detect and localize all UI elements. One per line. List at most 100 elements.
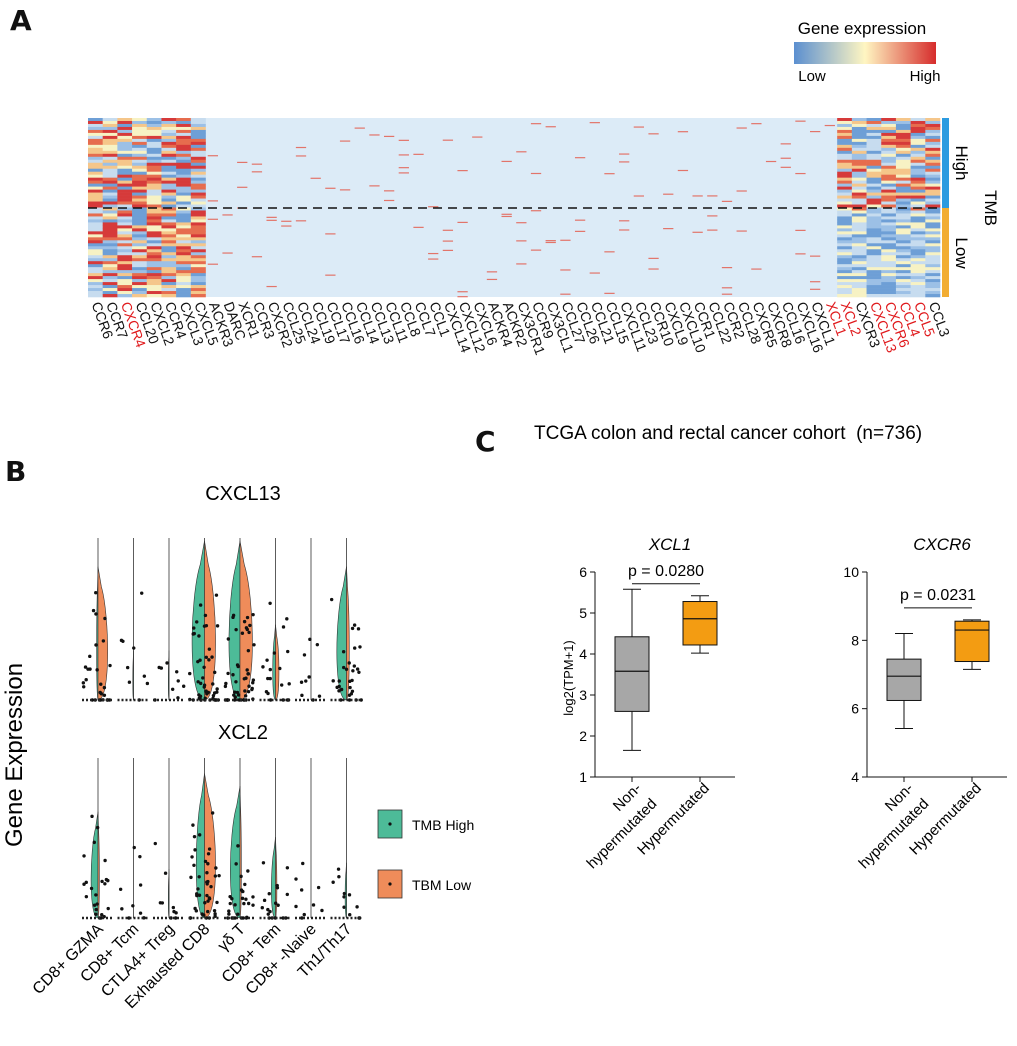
box-y-tick-label: 8 <box>851 632 859 648</box>
heatmap-cell <box>851 213 867 217</box>
heatmap-cell <box>560 269 571 271</box>
heatmap-cell <box>866 177 882 181</box>
violin-point <box>181 684 186 688</box>
heatmap-cell <box>925 201 941 205</box>
heatmap-cell <box>851 165 867 170</box>
violin-point <box>196 659 200 664</box>
heatmap-cell <box>88 147 103 152</box>
heatmap-cell <box>190 138 206 143</box>
heatmap-cell <box>837 264 853 268</box>
violin-half-tmb-low <box>239 540 253 701</box>
heatmap-cell <box>866 159 882 164</box>
heatmap-cell <box>176 234 192 238</box>
violin-point <box>94 893 98 897</box>
heatmap-cell <box>190 276 206 280</box>
heatmap-cell <box>190 234 206 238</box>
heatmap-cell <box>146 222 162 226</box>
heatmap-cell <box>837 171 853 175</box>
heatmap-cell <box>102 219 118 223</box>
heatmap-cell <box>88 219 103 223</box>
heatmap-cell <box>117 159 133 164</box>
heatmap-cell <box>837 213 853 217</box>
heatmap-cell <box>910 249 926 253</box>
heatmap-cell <box>190 129 206 134</box>
violin-point <box>355 905 359 909</box>
heatmap-cell <box>146 225 162 229</box>
box-category-label: Non-hypermutated <box>568 780 660 872</box>
violin-point <box>145 681 150 686</box>
heatmap-cell <box>176 120 192 125</box>
heatmap-cell <box>910 192 926 196</box>
violin-point <box>357 670 361 674</box>
heatmap-cell <box>102 141 118 146</box>
violin-point <box>302 912 306 917</box>
heatmap-cell <box>161 249 177 253</box>
heatmap-cell <box>88 261 103 265</box>
heatmap-cell <box>117 180 133 184</box>
violin-point <box>190 855 194 859</box>
violin-point <box>353 646 357 650</box>
heatmap-cell <box>117 177 133 181</box>
heatmap-cell <box>866 234 882 238</box>
violin-point <box>102 685 107 690</box>
heatmap-cell <box>851 255 867 259</box>
heatmap-cell <box>176 288 192 292</box>
heatmap-cell <box>251 256 263 258</box>
heatmap-cell <box>866 228 882 232</box>
violin-point <box>195 620 199 624</box>
violin-point <box>203 859 208 864</box>
heatmap-cell <box>146 132 162 137</box>
heatmap-cell <box>102 210 118 214</box>
heatmap-cell <box>910 252 926 256</box>
heatmap-cell <box>837 285 853 289</box>
heatmap-cell <box>413 153 424 155</box>
heatmap-cell <box>88 207 103 211</box>
heatmap-cell <box>895 294 911 298</box>
heatmap-cell <box>881 225 897 229</box>
violin-point <box>347 661 351 665</box>
heatmap-cell <box>925 252 941 256</box>
heatmap-cell <box>146 126 162 131</box>
violin-point <box>244 897 248 901</box>
heatmap-cell <box>176 141 192 146</box>
violin-point <box>217 873 221 878</box>
heatmap-cell <box>176 174 192 178</box>
heatmap-cell <box>895 243 911 247</box>
heatmap-cell <box>132 183 148 187</box>
heatmap-cell <box>866 285 882 289</box>
heatmap-cell <box>895 177 911 181</box>
heatmap-cell <box>369 134 380 136</box>
violin-point <box>294 904 298 909</box>
violin-legend: TMB High TBM Low <box>377 809 474 899</box>
violin-point <box>82 854 86 858</box>
heatmap-cell <box>851 294 867 298</box>
heatmap-cell <box>925 141 941 146</box>
heatmap-cell <box>132 168 148 172</box>
violin-point <box>243 689 247 693</box>
heatmap-cell <box>88 135 103 140</box>
heatmap-cell <box>132 237 148 241</box>
heatmap-cell <box>881 165 897 170</box>
heatmap-cell <box>895 291 911 295</box>
heatmap-cell <box>866 243 882 247</box>
violin-point <box>206 909 210 914</box>
violin-point <box>103 858 107 863</box>
heatmap-cell <box>146 240 162 244</box>
heatmap-cell <box>132 207 148 211</box>
violin-point <box>200 912 204 916</box>
heatmap-cell <box>837 138 853 143</box>
heatmap-cell <box>102 147 118 152</box>
violin-point <box>84 677 88 682</box>
heatmap-cell <box>881 153 897 158</box>
heatmap-cell <box>102 279 118 283</box>
heatmap-cell <box>881 267 897 271</box>
heatmap-cell <box>881 213 897 217</box>
heatmap-cell <box>837 141 853 146</box>
heatmap-cell <box>837 234 853 238</box>
heatmap-cell <box>866 201 882 205</box>
heatmap-cell <box>866 147 882 152</box>
heatmap-cell <box>176 243 192 247</box>
heatmap-cell <box>190 285 206 289</box>
heatmap-cell <box>881 132 897 137</box>
violin-point <box>215 624 220 628</box>
